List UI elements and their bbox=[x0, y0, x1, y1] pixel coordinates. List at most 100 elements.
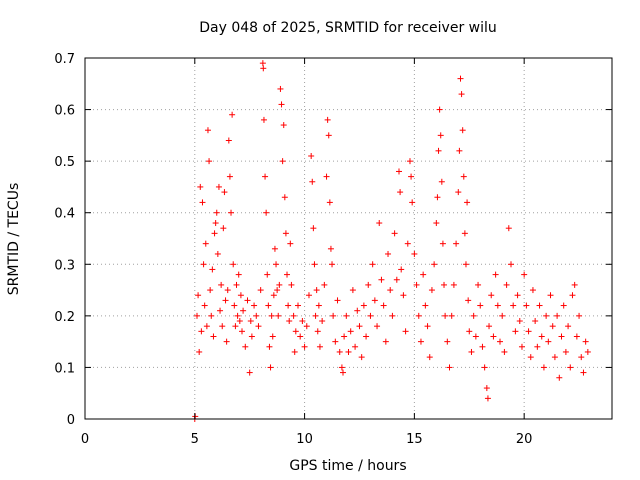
data-point bbox=[319, 318, 326, 325]
data-point bbox=[260, 65, 267, 72]
data-point bbox=[212, 220, 219, 227]
data-point bbox=[334, 297, 341, 304]
data-point bbox=[420, 271, 427, 278]
data-point bbox=[233, 281, 240, 288]
data-point bbox=[479, 343, 486, 350]
data-point bbox=[303, 323, 310, 330]
data-point bbox=[208, 312, 215, 319]
data-point bbox=[376, 220, 383, 227]
data-point bbox=[206, 158, 213, 165]
data-point bbox=[321, 281, 328, 288]
data-point bbox=[354, 307, 361, 314]
data-point bbox=[257, 287, 264, 294]
data-point bbox=[287, 240, 294, 247]
data-point bbox=[516, 318, 523, 325]
data-point bbox=[352, 343, 359, 350]
data-point bbox=[265, 302, 272, 309]
data-point bbox=[505, 225, 512, 232]
data-point bbox=[396, 168, 403, 175]
data-point bbox=[431, 261, 438, 268]
data-point bbox=[196, 348, 203, 355]
data-point bbox=[204, 127, 211, 134]
data-point bbox=[582, 338, 589, 345]
data-point bbox=[211, 230, 218, 237]
data-point bbox=[242, 343, 249, 350]
data-point bbox=[409, 199, 416, 206]
data-point bbox=[349, 287, 356, 294]
data-point bbox=[330, 312, 337, 319]
data-point bbox=[236, 318, 243, 325]
data-point bbox=[325, 132, 332, 139]
data-point bbox=[436, 106, 443, 113]
data-point bbox=[400, 292, 407, 299]
data-point bbox=[453, 240, 460, 247]
data-point bbox=[341, 333, 348, 340]
data-point bbox=[358, 354, 365, 361]
data-point bbox=[529, 287, 536, 294]
data-point bbox=[203, 323, 210, 330]
data-point bbox=[299, 318, 306, 325]
x-tick-label: 0 bbox=[81, 432, 89, 447]
data-point bbox=[290, 312, 297, 319]
data-point bbox=[534, 343, 541, 350]
data-point bbox=[226, 173, 233, 180]
data-point bbox=[360, 302, 367, 309]
data-point bbox=[433, 220, 440, 227]
data-point bbox=[269, 333, 276, 340]
data-point bbox=[521, 271, 528, 278]
data-point bbox=[244, 297, 251, 304]
data-point bbox=[484, 395, 491, 402]
data-point bbox=[246, 369, 253, 376]
data-point bbox=[499, 312, 506, 319]
data-point bbox=[309, 178, 316, 185]
data-point bbox=[510, 302, 517, 309]
data-point bbox=[391, 230, 398, 237]
data-point bbox=[458, 91, 465, 98]
data-point bbox=[209, 266, 216, 273]
data-point bbox=[316, 343, 323, 350]
data-point bbox=[235, 271, 242, 278]
data-point bbox=[277, 85, 284, 92]
data-point bbox=[441, 281, 448, 288]
data-point bbox=[237, 292, 244, 299]
data-point bbox=[518, 343, 525, 350]
data-point bbox=[305, 292, 312, 299]
data-point bbox=[525, 328, 532, 335]
data-point bbox=[490, 333, 497, 340]
data-point bbox=[466, 328, 473, 335]
data-point bbox=[291, 348, 298, 355]
data-point bbox=[428, 287, 435, 294]
y-axis-label: SRMTID / TECUs bbox=[6, 183, 22, 296]
data-point bbox=[424, 323, 431, 330]
data-point bbox=[275, 312, 282, 319]
data-point bbox=[472, 333, 479, 340]
data-point bbox=[497, 338, 504, 345]
data-point bbox=[221, 189, 228, 196]
data-point bbox=[314, 328, 321, 335]
data-point bbox=[527, 354, 534, 361]
y-tick-label: 0.7 bbox=[54, 52, 75, 67]
y-tick-label: 0.5 bbox=[54, 155, 75, 170]
data-point bbox=[492, 271, 499, 278]
data-point bbox=[215, 183, 222, 190]
data-point bbox=[558, 333, 565, 340]
data-point bbox=[547, 292, 554, 299]
data-point bbox=[266, 343, 273, 350]
y-tick-label: 0.2 bbox=[54, 310, 75, 325]
data-point bbox=[356, 323, 363, 330]
data-point bbox=[273, 261, 280, 268]
data-point bbox=[222, 297, 229, 304]
data-point bbox=[554, 312, 561, 319]
axis-ticks: 0 0.1 0.2 0.3 0.4 0.5 0.6 0.7 0 5 10 15 20 bbox=[54, 52, 612, 447]
data-point bbox=[503, 281, 510, 288]
data-point bbox=[398, 266, 405, 273]
data-point bbox=[276, 281, 283, 288]
data-point bbox=[239, 328, 246, 335]
data-point bbox=[437, 132, 444, 139]
data-point bbox=[329, 261, 336, 268]
data-point bbox=[397, 189, 404, 196]
data-point bbox=[439, 240, 446, 247]
data-point bbox=[308, 152, 315, 159]
data-points bbox=[191, 60, 591, 422]
x-tick-label: 10 bbox=[296, 432, 313, 447]
